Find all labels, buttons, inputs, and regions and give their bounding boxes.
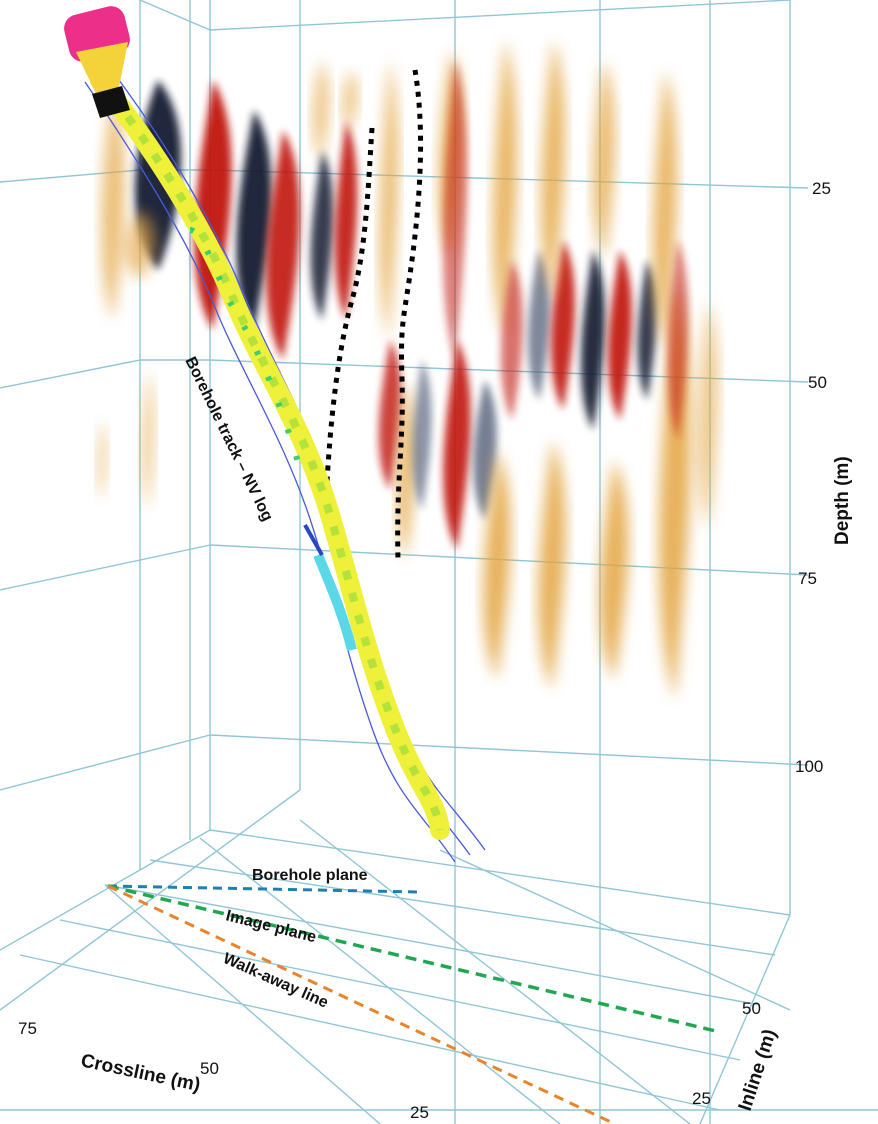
- wave-red-9: [667, 240, 689, 440]
- crossline-axis-title: Crossline (m): [79, 1050, 202, 1096]
- image-plane-label: Image plane: [224, 907, 318, 946]
- wave-orange-15: [697, 300, 719, 530]
- wave-orange-8: [483, 450, 511, 680]
- wave-red-7: [551, 240, 575, 410]
- wave-red-6: [501, 260, 523, 420]
- wave-orange-3: [379, 60, 399, 340]
- depth-tick-50: 50: [808, 373, 827, 392]
- borehole-track: [64, 6, 486, 863]
- dotted-marker-right: [395, 69, 424, 561]
- wave-red-2: [266, 130, 300, 360]
- wave-black-3: [310, 150, 334, 320]
- wave-gray-3: [528, 250, 550, 400]
- crossline-tick-25: 25: [410, 1103, 429, 1122]
- wave-orange-12: [599, 460, 629, 680]
- borehole-plane-line: [107, 884, 421, 894]
- wave-black-2: [236, 110, 272, 330]
- wave-orange-2: [124, 210, 156, 280]
- wave-orange-9: [541, 40, 565, 300]
- depth-tick-100: 100: [795, 757, 823, 776]
- wave-orange-7: [493, 40, 517, 340]
- dotted-marker-left: [323, 127, 375, 501]
- image-plane-line: [107, 884, 721, 1034]
- wave-orange-1: [101, 90, 125, 320]
- wave-gray-1: [412, 360, 432, 510]
- depth-axis-title: Depth (m): [832, 456, 853, 545]
- wave-orange-10: [538, 440, 566, 690]
- inline-tick-25: 25: [692, 1089, 711, 1108]
- wave-orange-13: [653, 70, 677, 350]
- crossline-tick-75: 75: [18, 1019, 37, 1038]
- inline-tick-50: 50: [742, 999, 761, 1018]
- borehole-plane-label: Borehole plane: [252, 867, 368, 884]
- wave-black-4: [581, 250, 605, 430]
- crossline-tick-50: 50: [200, 1059, 219, 1078]
- wave-orange-19: [342, 70, 358, 130]
- walkaway-line: [107, 884, 616, 1124]
- wave-orange-16: [141, 370, 155, 510]
- wave-red-4: [378, 340, 402, 490]
- wave-orange-17: [97, 420, 107, 500]
- wave-orange-6: [443, 60, 467, 360]
- wave-red-5: [443, 340, 471, 550]
- wave-orange-11: [593, 60, 615, 260]
- depth-tick-25: 25: [812, 179, 831, 198]
- wave-black-5: [637, 260, 657, 400]
- wave-gray-2: [473, 380, 497, 520]
- inline-axis-title: Inline (m): [735, 1027, 781, 1114]
- wave-red-3: [334, 120, 358, 320]
- depth-tick-75: 75: [798, 569, 817, 588]
- wave-orange-18: [312, 60, 330, 160]
- wave-red-8: [608, 250, 632, 420]
